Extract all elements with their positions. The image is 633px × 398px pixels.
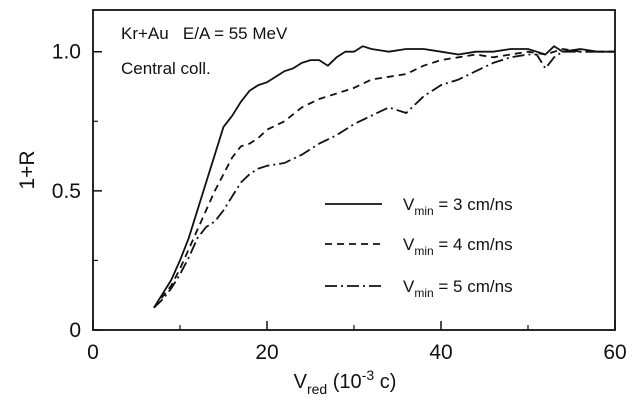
- legend: Vmin = 3 cm/ns Vmin = 4 cm/ns Vmin = 5 c…: [325, 195, 513, 300]
- legend-label-2: Vmin = 4 cm/ns: [403, 235, 513, 258]
- y-tick-label: 1.0: [52, 41, 81, 64]
- series-layer: [153, 45, 615, 309]
- y-tick-label: 0: [69, 319, 81, 342]
- x-tick-label: 0: [87, 341, 99, 364]
- axis-ticks: 0 20 40 60 0 0.5 1.0: [52, 41, 627, 364]
- y-tick-label: 0.5: [52, 180, 81, 203]
- y-axis-label: 1+R: [16, 150, 39, 189]
- series-line-solid: [153, 45, 615, 309]
- x-tick-label: 20: [255, 341, 278, 364]
- annotation-line1: Kr+Au E/A = 55 MeV: [121, 24, 288, 43]
- annotation-line2: Central coll.: [121, 59, 211, 78]
- legend-label-1: Vmin = 3 cm/ns: [403, 195, 513, 218]
- series-line-dashed: [153, 48, 615, 309]
- legend-label-3: Vmin = 5 cm/ns: [403, 277, 513, 300]
- x-axis-label: Vred (10-3 c): [294, 367, 397, 397]
- x-tick-label: 60: [603, 341, 626, 364]
- series-line-dashdot: [153, 50, 615, 309]
- plot-frame: [92, 9, 616, 331]
- x-tick-label: 40: [429, 341, 452, 364]
